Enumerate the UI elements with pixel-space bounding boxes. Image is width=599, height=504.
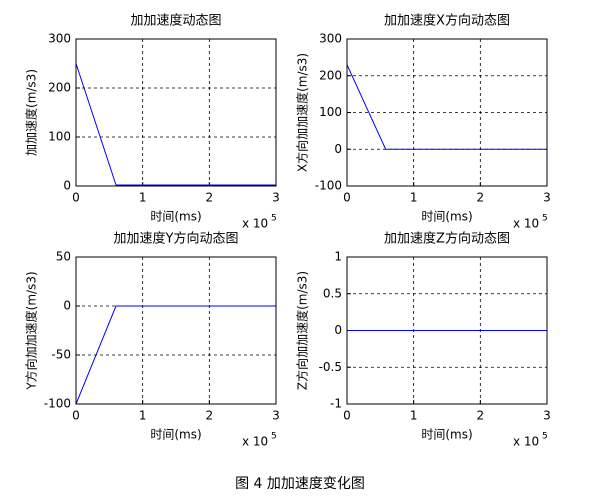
x-tick-label: 2 [206,191,214,205]
x-tick-label: 2 [206,409,214,423]
x-axis-label: 时间(ms) [150,210,201,224]
x-tick-label: 3 [543,409,551,423]
y-tick-label: -100 [44,397,71,411]
y-axis-label: 加加速度(m/s3) [24,69,39,156]
plot-area [75,256,277,405]
y-tick-label: 0 [63,179,71,193]
x-axis-label: 时间(ms) [421,210,472,224]
y-axis-label: X方向加加速度(m/s3) [295,53,310,172]
x-tick-label: 1 [139,191,147,205]
x-tick-label: 3 [272,409,280,423]
x-multiplier: x 10 [242,435,268,449]
plot-area [346,38,548,187]
x-exponent: 5 [271,432,277,442]
y-tick-label: -1 [330,397,342,411]
x-tick-label: 0 [343,409,351,423]
x-multiplier: x 10 [513,435,539,449]
x-axis-label: 时间(ms) [150,428,201,442]
plot-frame [346,38,548,187]
x-tick-label: 2 [477,409,485,423]
y-tick-label: -0.5 [319,360,342,374]
data-line [75,305,276,405]
x-tick-label: 2 [477,191,485,205]
x-tick-label: 3 [543,191,551,205]
y-tick-label: -50 [51,348,71,362]
data-line [346,64,547,150]
plot-frame [75,38,277,187]
y-tick-label: 0 [334,142,342,156]
x-tick-label: 3 [272,191,280,205]
y-axis-label: Z方向加加速度(m/s3) [295,271,310,390]
y-tick-label: 300 [319,32,342,46]
x-exponent: 5 [542,432,548,442]
x-tick-label: 1 [410,409,418,423]
y-tick-label: 50 [56,250,71,264]
y-tick-label: -100 [315,179,342,193]
caption: 图 4 加加速度变化图 [235,476,365,492]
x-multiplier: x 10 [513,217,539,231]
x-tick-label: 1 [410,191,418,205]
y-tick-label: 1 [334,250,342,264]
x-tick-label: 0 [72,191,80,205]
plot-frame [75,256,277,405]
chart-title: 加加速度动态图 [130,13,221,29]
y-tick-label: 200 [48,81,71,95]
x-axis-label: 时间(ms) [421,428,472,442]
y-tick-label: 0 [334,323,342,337]
y-tick-label: 0.5 [323,286,342,300]
chart-title: 加加速度X方向动态图 [384,13,510,29]
x-tick-label: 1 [139,409,147,423]
chart-title: 加加速度Y方向动态图 [114,231,239,247]
y-tick-label: 200 [319,68,342,82]
x-tick-label: 0 [72,409,80,423]
chart-title: 加加速度Z方向动态图 [384,231,510,247]
data-line [75,63,276,186]
x-exponent: 5 [271,214,277,224]
plot-area [75,38,277,187]
y-tick-label: 100 [319,105,342,119]
y-axis-label: Y方向加加速度(m/s3) [24,271,39,390]
x-multiplier: x 10 [242,217,268,231]
x-exponent: 5 [542,214,548,224]
x-tick-label: 0 [343,191,351,205]
y-tick-label: 0 [63,299,71,313]
y-tick-label: 300 [48,32,71,46]
plot-frame [346,256,548,405]
y-tick-label: 100 [48,130,71,144]
